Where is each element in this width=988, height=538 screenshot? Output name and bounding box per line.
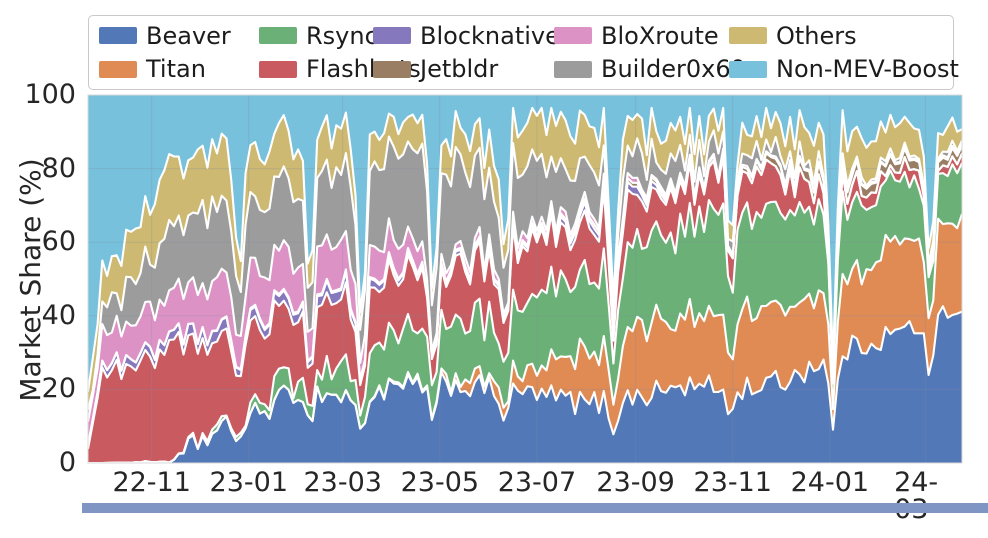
bottom-bar [82,503,988,513]
legend-item-blocknative: Blocknative [373,22,560,49]
legend-label: Others [776,21,857,50]
x-tick-label: 23-07 [497,467,577,498]
y-tick-label: 60 [41,226,76,258]
legend-item-builder0x69: Builder0x69 [554,56,746,82]
legend-label: Non-MEV-Boost [776,55,959,84]
builder0x69-swatch-icon [554,60,592,78]
x-tick-label: 23-03 [303,467,382,498]
legend-item-others: Others [729,21,959,50]
area-bloxroute [88,144,962,446]
legend-item-non-mev-boost: Non-MEV-Boost [729,56,959,82]
legend-label: Jetbldr [420,55,499,84]
area-titan [88,213,962,463]
y-tick-label: 80 [41,152,76,184]
legend-label: Rsync [306,21,378,50]
legend-item-beaver: Beaver [99,21,259,50]
legend-label: Blocknative [420,21,560,50]
legend-item-titan: Titan [99,56,259,82]
beaver-swatch-icon [99,27,137,45]
legend-label: BloXroute [601,21,719,50]
x-tick-label: 22-11 [112,467,191,498]
y-tick-label: 20 [41,373,76,405]
x-tick-label: 23-09 [596,467,675,498]
boundary-line-rsync [88,162,963,465]
boundary-line-builder0x69 [86,129,963,411]
jetbldr-swatch-icon [373,60,411,78]
legend-item-flashbots: Flashbots [259,56,421,82]
y-axis-label: Market Share (%) [14,158,47,402]
legend-label: Titan [146,55,206,84]
x-tick-label: 24-01 [790,467,870,498]
legend-item-rsync: Rsync [259,22,378,49]
others-swatch-icon [729,27,767,45]
non-mev-boost-swatch-icon [729,60,767,78]
y-tick-label: 40 [41,299,76,331]
area-non-mev-boost [88,95,962,392]
x-tick-label: 23-05 [400,467,480,498]
x-tick-label: 24-03 [894,467,939,523]
y-tick-label: 0 [58,447,76,478]
flashbots-swatch-icon [259,60,297,78]
x-tick-label: 23-11 [693,467,772,498]
titan-swatch-icon [99,60,137,78]
y-tick-label: 100 [24,79,76,110]
boundary-line-others [86,106,963,392]
bloxroute-swatch-icon [554,27,592,45]
legend-item-bloxroute: BloXroute [554,21,729,50]
area-rsync [88,162,962,463]
area-beaver [88,306,962,463]
blocknative-swatch-icon [373,27,411,45]
x-tick-label: 23-01 [209,467,289,498]
boundary-line-bloxroute [86,144,963,422]
rsync-swatch-icon [259,27,297,45]
plot-border [87,94,963,464]
legend-label: Beaver [146,21,231,50]
boundary-line-titan [88,213,963,465]
legend: Beaver Rsync Blocknative BloXroute Other… [88,15,959,90]
area-flashbots [88,153,962,463]
legend-label: Builder0x69 [601,55,746,84]
legend-item-jetbldr: Jetbldr [373,56,554,82]
